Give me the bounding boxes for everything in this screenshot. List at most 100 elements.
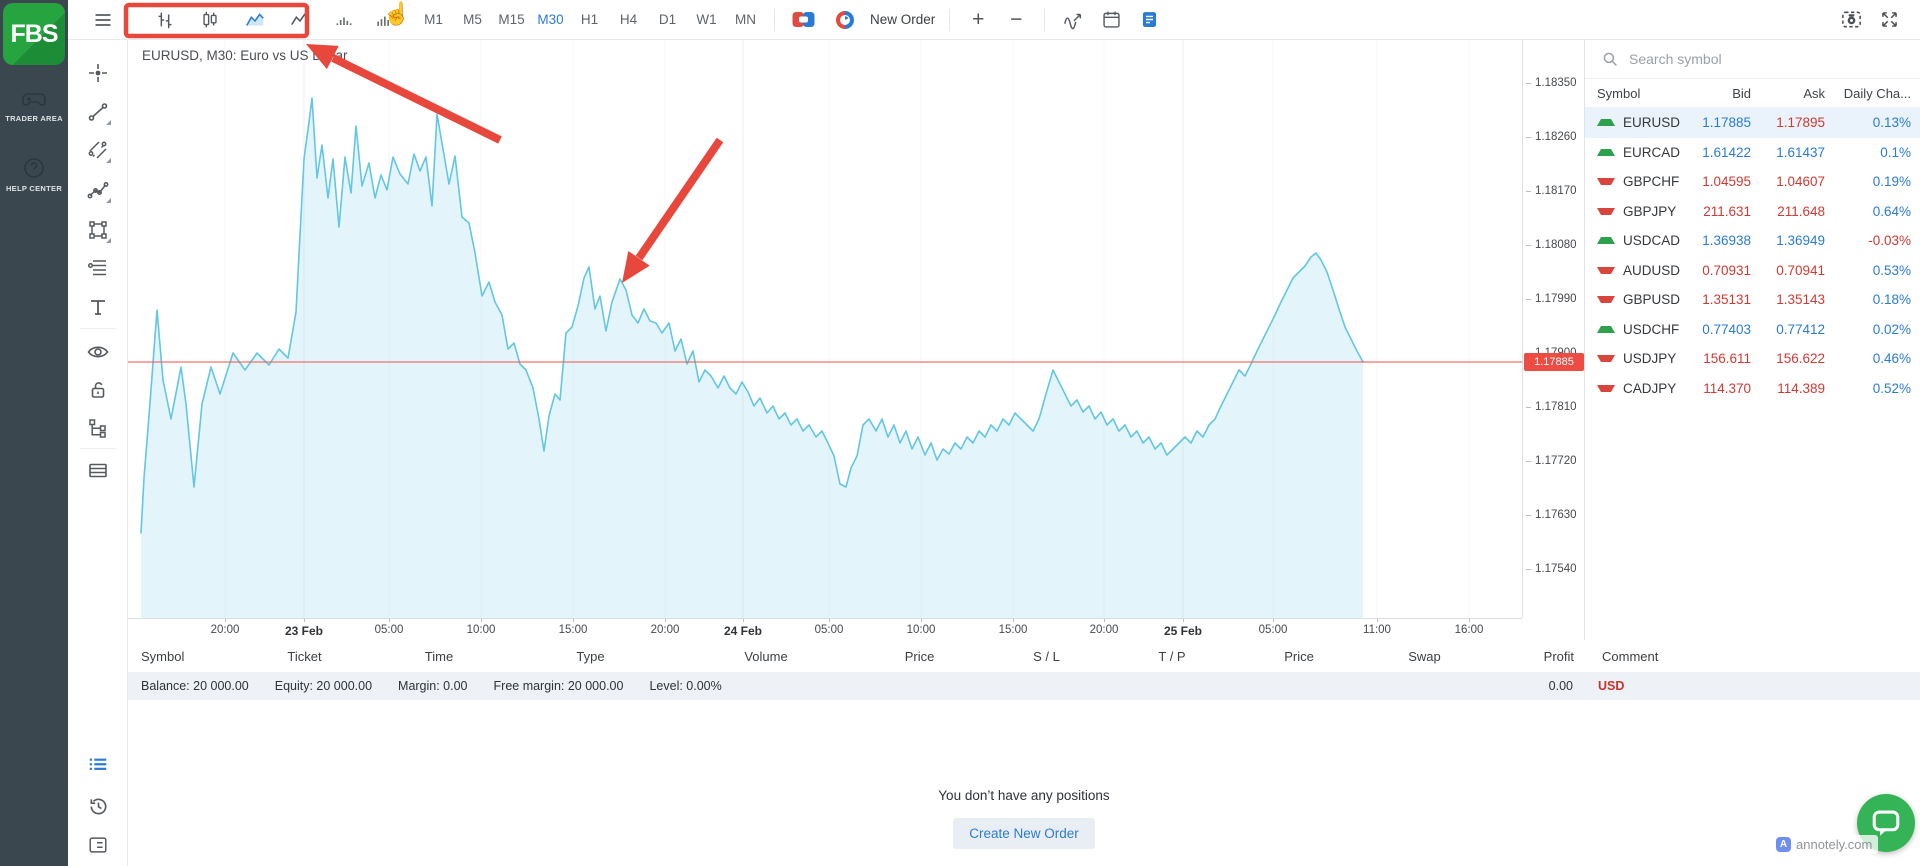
fullscreen-button[interactable] [1870, 3, 1908, 37]
empty-positions-state: You don’t have any positions Create New … [128, 700, 1920, 849]
market-row-EURCAD[interactable]: EURCAD 1.61422 1.61437 0.1% [1585, 138, 1920, 168]
sidebar-item-help-center[interactable]: HELP CENTER [0, 156, 68, 193]
symbol-name: EURCAD [1623, 144, 1681, 160]
market-row-GBPCHF[interactable]: GBPCHF 1.04595 1.04607 0.19% [1585, 167, 1920, 197]
indicators-button[interactable] [1054, 3, 1092, 37]
one-click-trading-button[interactable] [784, 3, 822, 37]
balance-item: Free margin: 20 000.00 [493, 679, 624, 693]
time-axis-label: 05:00 [814, 624, 844, 636]
market-row-GBPUSD[interactable]: GBPUSD 1.35131 1.35143 0.18% [1585, 285, 1920, 315]
screenshot-button[interactable] [1832, 3, 1870, 37]
history-panel-tab[interactable] [86, 794, 110, 818]
daily-change-value: 0.13% [1872, 115, 1911, 131]
account-summary-bar: Balance: 20 000.00 Equity: 20 000.00 Margi… [128, 672, 1920, 700]
bars-chart-button[interactable] [142, 3, 187, 37]
symbol-search[interactable] [1585, 40, 1920, 78]
fbs-logo[interactable]: FBS [3, 3, 65, 65]
tick-volumes-button[interactable] [364, 3, 404, 37]
timeframe-M30[interactable]: M30 [537, 12, 564, 27]
balance-item: Equity: 20 000.00 [274, 679, 373, 693]
daily-change-value: -0.03% [1868, 233, 1911, 249]
polyline-tool[interactable] [86, 178, 111, 203]
trendline-tool[interactable] [86, 100, 111, 125]
market-watch-column-header: Symbol [1597, 85, 1641, 101]
market-row-AUDUSD[interactable]: AUDUSD 0.70931 0.70941 0.53% [1585, 256, 1920, 286]
market-row-GBPJPY[interactable]: GBPJPY 211.631 211.648 0.64% [1585, 197, 1920, 227]
timeframe-H4[interactable]: H4 [619, 12, 638, 27]
timeframe-MN[interactable]: MN [735, 12, 756, 27]
new-order-label[interactable]: New Order [870, 12, 936, 27]
price-axis-label: 1.17630 [1526, 509, 1577, 521]
daily-change-value: 0.18% [1872, 292, 1911, 308]
market-row-USDJPY[interactable]: USDJPY 156.611 156.622 0.46% [1585, 344, 1920, 374]
journal-panel-tab[interactable] [86, 833, 110, 857]
new-order-button[interactable] [826, 3, 864, 37]
positions-column-header: Price [1284, 648, 1314, 664]
timeframe-W1[interactable]: W1 [696, 12, 717, 27]
price-chart[interactable]: EURUSD, M30: Euro vs US Dollar [128, 40, 1522, 618]
search-icon [1603, 52, 1617, 66]
positions-column-header: Swap [1408, 648, 1441, 664]
symbol-name: GBPUSD [1623, 292, 1681, 308]
notes-icon [1142, 12, 1156, 27]
indicators-icon [1064, 13, 1082, 29]
timeframe-M5[interactable]: M5 [463, 12, 482, 27]
market-watch-column-header: Ask [1803, 85, 1825, 101]
sidebar-item-label: HELP CENTER [5, 184, 63, 193]
candles-chart-button[interactable] [187, 3, 232, 37]
zoom-out-button[interactable]: − [997, 3, 1035, 37]
time-axis-label: 25 Feb [1163, 624, 1203, 638]
market-row-USDCAD[interactable]: USDCAD 1.36938 1.36949 -0.03% [1585, 226, 1920, 256]
line-chart-button[interactable] [277, 3, 322, 37]
main-menu-button[interactable] [84, 3, 122, 37]
symbol-name: CADJPY [1623, 380, 1677, 396]
daily-change-value: 0.46% [1872, 351, 1911, 367]
time-axis-label: 20:00 [650, 624, 680, 636]
volumes-button[interactable] [324, 3, 364, 37]
current-price-badge: 1.17885 [1524, 353, 1584, 371]
price-axis[interactable]: 1.183501.182601.181701.180801.179901.179… [1522, 40, 1584, 618]
area-chart-button[interactable] [232, 3, 277, 37]
watermark: A annotely.com [1770, 835, 1879, 854]
balance-item: Balance: 20 000.00 [141, 679, 249, 693]
positions-column-header: Ticket [287, 648, 322, 664]
positions-panel-tab[interactable] [86, 753, 110, 777]
bid-value: 1.36938 [1702, 233, 1751, 249]
calendar-button[interactable] [1092, 3, 1130, 37]
ask-value: 0.70941 [1776, 262, 1825, 278]
unlock-icon [91, 382, 105, 398]
remove-objects-tool[interactable] [86, 458, 110, 482]
timeframe-M15[interactable]: M15 [498, 12, 525, 27]
crosshair-tool[interactable] [86, 61, 110, 85]
symbol-name: USDCHF [1623, 321, 1680, 337]
fib-lines-tool[interactable] [86, 256, 110, 280]
toolbar-separator [1044, 8, 1046, 31]
sidebar-item-trader-area[interactable]: TRADER AREA [0, 88, 68, 123]
time-axis[interactable]: 20:00 23 Feb 05:00 10:00 15:00 20:00 24 Feb 05:… [128, 618, 1522, 640]
market-row-EURUSD[interactable]: EURUSD 1.17885 1.17895 0.13% [1585, 108, 1920, 138]
visibility-tool[interactable] [86, 340, 110, 364]
lock-tool[interactable] [86, 378, 110, 402]
shapes-tool[interactable] [86, 218, 111, 243]
positions-column-header: Symbol [141, 648, 185, 664]
channel-tool[interactable] [86, 138, 111, 163]
market-row-CADJPY[interactable]: CADJPY 114.370 114.389 0.52% [1585, 374, 1920, 404]
notes-button[interactable] [1130, 3, 1168, 37]
market-row-USDCHF[interactable]: USDCHF 0.77403 0.77412 0.02% [1585, 315, 1920, 345]
symbol-name: GBPCHF [1623, 174, 1680, 190]
sidebar: FBS TRADER AREA HELP CENTER [0, 0, 68, 866]
timeframe-M1[interactable]: M1 [424, 12, 443, 27]
search-symbol-input[interactable] [1629, 51, 1859, 67]
timeframe-D1[interactable]: D1 [658, 12, 677, 27]
object-tree-tool[interactable] [86, 416, 110, 440]
timeframe-H1[interactable]: H1 [580, 12, 599, 27]
zoom-in-button[interactable]: + [959, 3, 997, 37]
total-profit-value: 0.00 [1548, 679, 1573, 693]
create-new-order-button[interactable]: Create New Order [953, 818, 1095, 849]
symbol-name: EURUSD [1623, 115, 1681, 131]
text-icon [91, 300, 105, 315]
text-tool[interactable] [86, 295, 110, 319]
toolbar-separator [774, 8, 775, 31]
journal-icon [89, 837, 107, 853]
